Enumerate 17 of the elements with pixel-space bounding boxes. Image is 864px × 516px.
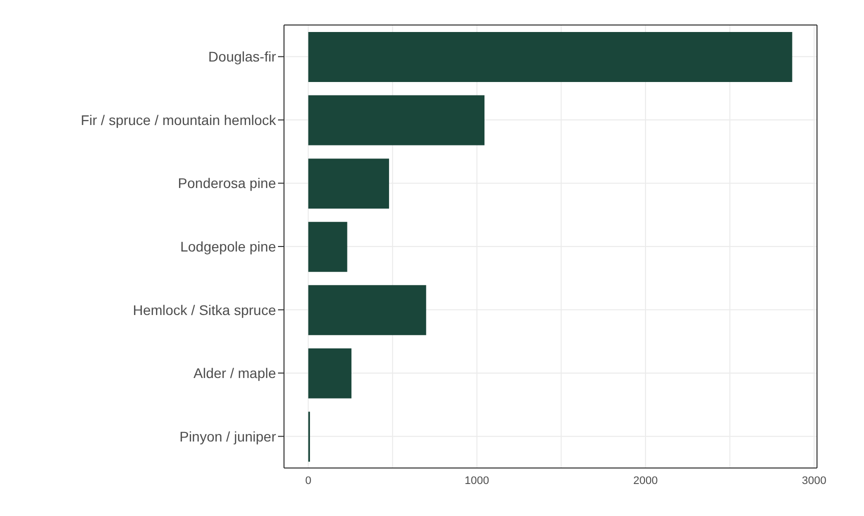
y-tick-label: Lodgepole pine xyxy=(180,238,276,254)
x-tick-label: 1000 xyxy=(464,474,490,487)
y-tick-label: Douglas-fir xyxy=(208,48,276,65)
y-tick-label: Alder / maple xyxy=(194,365,276,382)
x-tick-label: 2000 xyxy=(633,474,658,487)
x-tick-label: 0 xyxy=(305,474,312,487)
x-tick-label: 3000 xyxy=(802,474,826,487)
y-tick-label: Pinyon / juniper xyxy=(179,428,276,444)
bar xyxy=(308,285,426,336)
bar xyxy=(308,348,352,398)
y-tick-label: Ponderosa pine xyxy=(178,175,276,192)
bar xyxy=(308,222,348,272)
y-tick-label: Fir / spruce / mountain hemlock xyxy=(80,112,277,128)
y-tick-label: Hemlock / Sitka spruce xyxy=(132,302,276,318)
bar xyxy=(308,95,484,146)
bar xyxy=(308,32,792,82)
bar xyxy=(308,158,390,209)
